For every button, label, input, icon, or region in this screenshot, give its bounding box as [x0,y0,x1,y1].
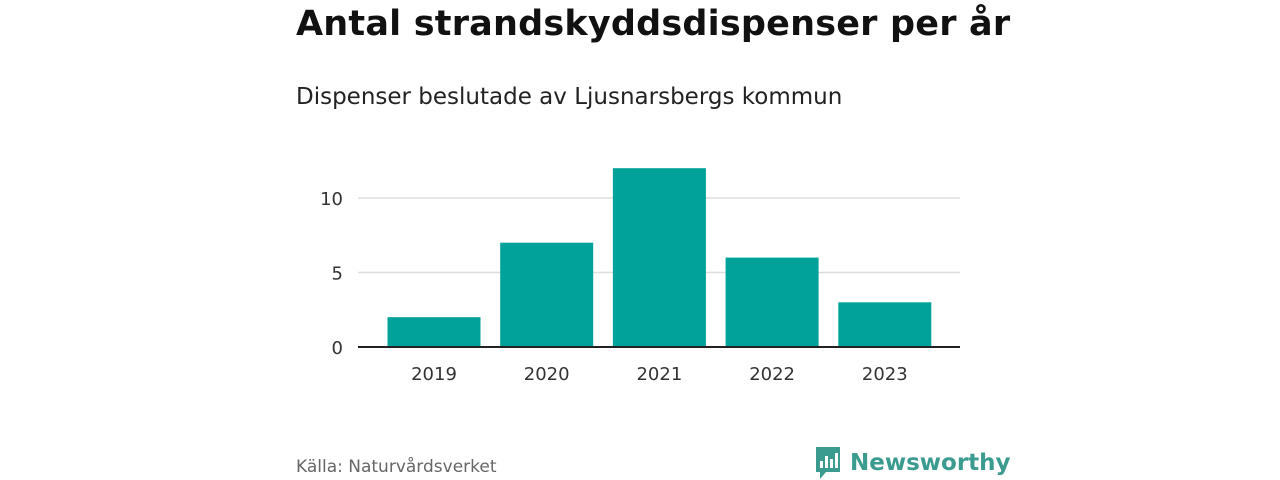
bar-2019 [387,317,481,347]
bar-2023 [838,302,932,347]
bar-2022 [725,257,819,347]
y-tick-label: 5 [332,264,343,285]
source-note: Källa: Naturvårdsverket [296,457,497,477]
chart-title: Antal strandskyddsdispenser per år [296,4,1011,44]
x-tick-label: 2022 [749,364,795,385]
y-tick-label: 10 [320,189,343,210]
bar-chart: 0 5 10 2019 2020 2021 2022 2023 [320,168,960,385]
brand-logo: Newsworthy [814,445,1011,480]
bar-2021 [612,168,706,347]
x-tick-label: 2023 [862,364,908,385]
newsworthy-logo-icon [816,447,840,479]
x-tick-label: 2021 [636,364,682,385]
brand-name: Newsworthy [850,450,1011,476]
chart-subtitle: Dispenser beslutade av Ljusnarsbergs kom… [296,84,843,110]
y-tick-label: 0 [332,338,343,359]
x-tick-label: 2019 [411,364,457,385]
bar-2020 [500,242,594,347]
x-tick-label: 2020 [524,364,570,385]
